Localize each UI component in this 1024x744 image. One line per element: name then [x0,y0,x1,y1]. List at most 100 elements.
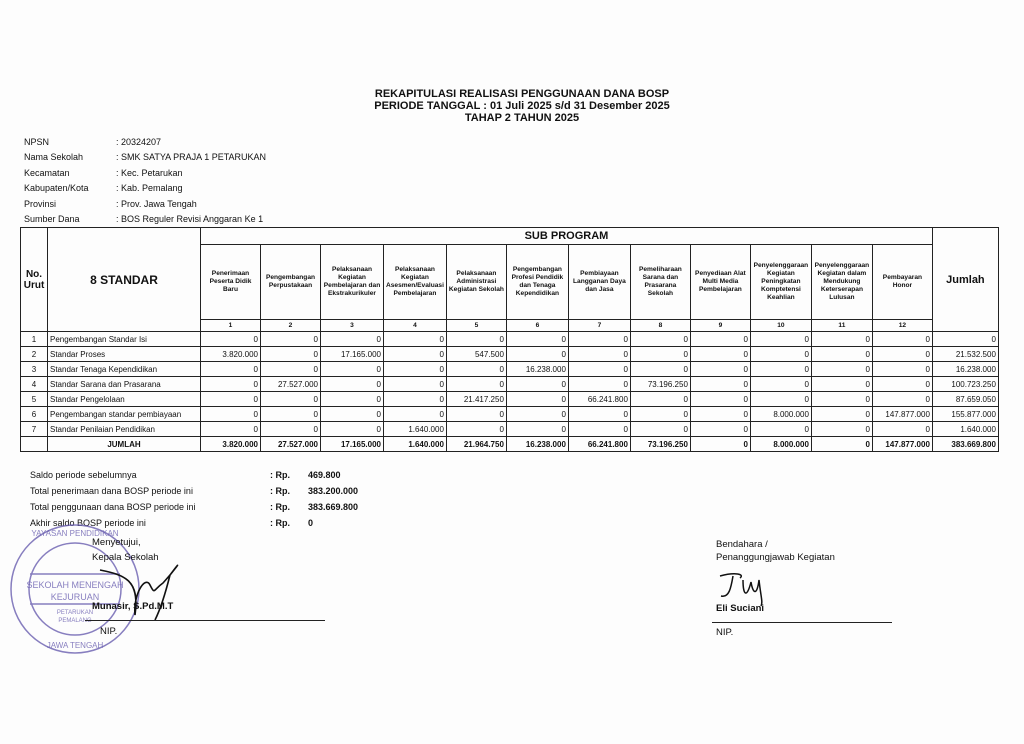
cell-value: 8.000.000 [749,406,812,422]
column-number: 9 [689,319,751,332]
svg-text:SEKOLAH MENENGAH: SEKOLAH MENENGAH [26,580,123,590]
column-header: Pelaksanaan Kegiatan Pembelajaran dan Ek… [320,244,384,320]
table-row: 1 Pengembangan Standar Isi 0 0 0 0 0 0 0 0 0 0 0 0 0 [20,331,999,347]
cell-value: 0 [445,361,507,377]
cell-value: 0 [200,376,261,392]
total-value: 1.640.000 [383,436,447,452]
cell-value: 0 [383,391,447,407]
cell-value: 0 [260,406,321,422]
info-row: Kabupaten/Kota: Kab. Pemalang [24,181,266,197]
cell-value: 0 [810,376,873,392]
stage-text: TAHAP 2 TAHUN 2025 [464,112,580,124]
total-label: JUMLAH [47,436,201,452]
info-label: Kabupaten/Kota [24,183,89,194]
total-value: 66.241.800 [567,436,631,452]
sub-program-header: SUB PROGRAM [200,227,933,245]
column-header: Pembayaran Honor [871,244,933,320]
total-value: 17.165.000 [320,436,384,452]
total-value: 0 [689,436,751,452]
cell-value: 0 [383,361,447,377]
column-header: Pelaksanaan Administrasi Kegiatan Sekola… [445,244,507,320]
cell-value: 21.417.250 [445,391,507,407]
cell-value: 547.500 [445,346,507,362]
row-number: 4 [20,376,48,392]
cell-value: 0 [567,331,631,347]
cell-value: 0 [810,406,873,422]
cell-value: 0 [200,331,261,347]
column-number: 10 [749,319,812,332]
info-row: Provinsi: Prov. Jawa Tengah [24,196,266,212]
row-total: 155.877.000 [931,406,999,422]
table-row: 3 Standar Tenaga Kependidikan 0 0 0 0 0 16.238.… [20,361,999,377]
column-header: Pelaksanaan Kegiatan Asesmen/Evaluasi Pe… [383,244,447,320]
cell-value: 0 [320,361,384,377]
cell-value: 0 [629,346,691,362]
principal-signature [99,564,179,621]
row-total: 87.659.050 [931,391,999,407]
column-header: Penerimaan Peserta Didik Baru [200,244,261,320]
cell-value: 0 [505,421,569,437]
treasurer-role-2: Penanggungjawab Kegiatan [716,552,835,563]
standar-header: 8 STANDAR [47,227,201,332]
cell-value: 0 [320,331,384,347]
cell-value: 0 [810,331,873,347]
standar-name: Pengembangan standar pembiayaan [47,406,201,422]
cell-value: 0 [567,361,631,377]
info-value: : SMK SATYA PRAJA 1 PETARUKAN [116,152,267,163]
school-info: NPSN: 20324207 Nama Sekolah: SMK SATYA PR… [24,134,266,227]
total-value: 27.527.000 [260,436,321,452]
cell-value: 0 [260,391,321,407]
cell-value: 0 [810,391,873,407]
cell-value: 0 [567,376,631,392]
cell-value: 0 [689,361,751,377]
cell-value: 0 [445,406,507,422]
no-header: No. Urut [20,227,48,332]
title-text: REKAPITULASI REALISASI PENGGUNAAN DANA B… [374,88,670,100]
cell-value: 0 [689,376,751,392]
cell-value: 0 [505,391,569,407]
principal-name: Munasir, S.Pd.M.T [92,601,174,612]
info-row: Nama Sekolah : SMK SATYA PRAJA 1 PETARUKA… [24,150,266,166]
cell-value: 0 [871,331,933,347]
cell-value: 0 [871,361,933,377]
column-number: 11 [810,319,873,332]
cell-value: 1.640.000 [383,421,447,437]
cell-value: 0 [200,406,261,422]
column-number: 12 [871,319,933,332]
school-stamp: SEKOLAH MENENGAH KEJURUAN PETARUKAN PEMA… [10,524,140,654]
total-value: 16.238.000 [505,436,569,452]
info-label: Sumber Dana [24,214,80,225]
summary-value: 0 [308,518,314,528]
cell-value: 0 [567,406,631,422]
column-number: 5 [445,319,507,332]
cell-value: 0 [629,361,691,377]
treasurer-name: Eli Suciani [716,603,765,614]
row-total: 0 [931,331,999,347]
jumlah-header: Jumlah [931,227,999,332]
cell-value: 73.196.250 [629,376,691,392]
info-row: Sumber Dana: BOS Reguler Revisi Anggaran… [24,212,266,228]
cell-value: 0 [689,406,751,422]
svg-text:KEJURUAN: KEJURUAN [51,592,100,602]
info-label: Nama Sekolah [24,152,84,163]
cell-value: 0 [260,346,321,362]
cell-value: 0 [567,346,631,362]
currency-label: : Rp. [270,518,290,528]
cell-value: 0 [320,421,384,437]
cell-value: 0 [629,331,691,347]
cell-value: 0 [749,331,812,347]
cell-value: 0 [200,361,261,377]
row-total: 100.723.250 [931,376,999,392]
column-number: 1 [200,319,261,332]
cell-value: 0 [505,346,569,362]
row-number: 7 [20,421,48,437]
cell-value: 0 [810,421,873,437]
column-number: 4 [383,319,447,332]
cell-value: 0 [689,331,751,347]
treasurer-role: Bendahara / [716,539,768,550]
row-total: 21.532.500 [931,346,999,362]
cell-value: 0 [383,346,447,362]
cell-value: 0 [871,421,933,437]
row-number: 5 [20,391,48,407]
